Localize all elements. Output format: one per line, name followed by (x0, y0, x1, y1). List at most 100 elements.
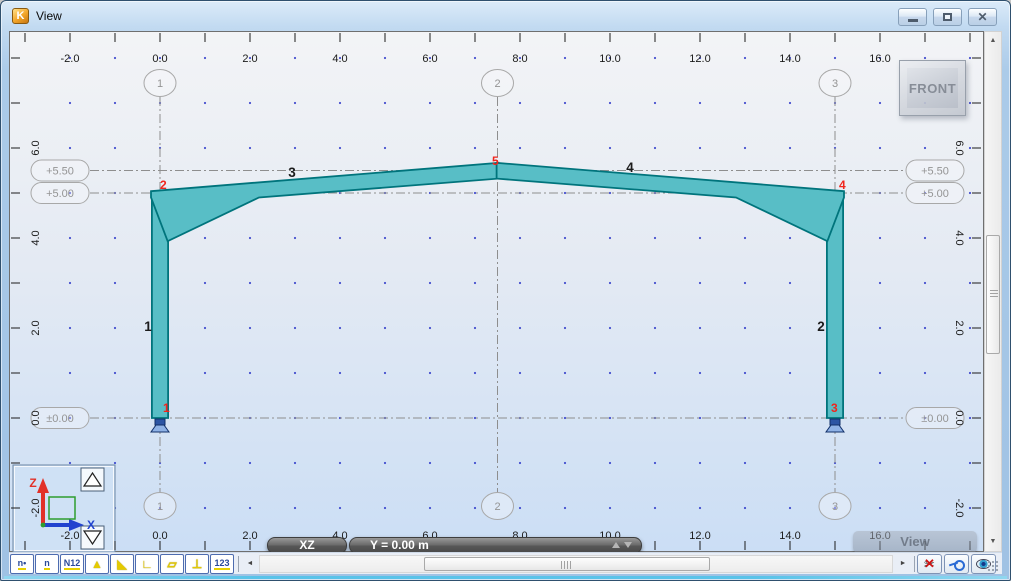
vertical-scrollbar[interactable]: ▲ ▼ (984, 31, 1002, 552)
level-bubble[interactable] (905, 159, 965, 182)
y-coordinate-label: Y = 0.00 m (370, 538, 429, 552)
grid-dot (563, 461, 567, 465)
close-button[interactable]: ✕ (968, 8, 997, 26)
close-icon: ✕ (977, 10, 988, 24)
grid-dot (68, 236, 72, 240)
axis-bubble[interactable] (818, 69, 852, 97)
grid-dot (428, 326, 432, 330)
support-cap-icon (154, 418, 166, 426)
grid-dot (518, 326, 522, 330)
toggle-member-hinges[interactable]: ∟ (135, 554, 159, 574)
grid-dot (428, 236, 432, 240)
member-4[interactable] (495, 161, 845, 243)
grid-dot (563, 56, 567, 60)
axis-bubble-label: 1 (157, 501, 163, 513)
scroll-down-button[interactable]: ▼ (989, 538, 997, 545)
grid-dot (293, 326, 297, 330)
ruler-label-left: 0.0 (30, 410, 42, 425)
grid-dot (68, 461, 72, 465)
grid-dot (158, 56, 162, 60)
drawing-canvas[interactable]: 1 1 2 2 3 3 +5.50 +5.50 +5.00 +5.00 ±0.00 ±0.00 1 2 3 4… (9, 31, 984, 554)
restore-icon (943, 13, 952, 21)
axis-bubble[interactable] (818, 492, 852, 520)
grid-dot (878, 146, 882, 150)
grid-dot (428, 506, 432, 510)
grid-dot (203, 236, 207, 240)
minimize-button[interactable] (898, 8, 927, 26)
grid-dot (293, 371, 297, 375)
axis-bubble-label: 1 (157, 78, 163, 90)
grid-dot (248, 146, 252, 150)
level-bubble-label: +5.50 (46, 166, 74, 178)
grid-dot (383, 461, 387, 465)
toggle-member-axes-icon: ◣ (117, 557, 127, 571)
level-bubble[interactable] (905, 407, 965, 429)
toggle-surfaces[interactable]: ▱ (160, 554, 184, 574)
toggle-supports[interactable]: ▲ (85, 554, 109, 574)
grid-dot (878, 281, 882, 285)
axis-bubble-label: 2 (494, 78, 500, 90)
level-bubble[interactable] (30, 159, 90, 182)
node-label: 2 (160, 178, 167, 192)
vertical-scroll-thumb[interactable] (986, 235, 1000, 354)
scene-svg: 1 1 2 2 3 3 +5.50 +5.50 +5.00 +5.00 ±0.00 ±0.00 1 2 3 4… (9, 31, 984, 552)
ruler-label-top: 4.0 (332, 53, 347, 65)
visibility-clip-tool[interactable] (944, 554, 969, 574)
grid-dot (788, 236, 792, 240)
grid-dot (473, 506, 477, 510)
y-coordinate-control[interactable]: Y = 0.00 m (349, 537, 642, 554)
level-bubble[interactable] (905, 182, 965, 204)
grid-dot (923, 416, 927, 420)
titlebar[interactable]: K View ✕ (1, 1, 1010, 31)
scroll-left-button[interactable]: ◄ (246, 560, 254, 567)
ruler-label-top: 14.0 (779, 53, 800, 65)
support-icon[interactable] (825, 424, 845, 433)
toggle-node-numbers[interactable]: n (35, 554, 59, 574)
view-cube-front-button[interactable]: FRONT (899, 60, 966, 116)
axis-bubble[interactable] (481, 492, 514, 520)
horizontal-scroll-thumb[interactable] (424, 557, 710, 571)
grid-dot (428, 56, 432, 60)
grid-dot (608, 101, 612, 105)
axis-bubble[interactable] (143, 69, 177, 97)
toggle-dimensions[interactable]: ⊥ (185, 554, 209, 574)
grid-dot (158, 506, 162, 510)
ruler-label-right: 6.0 (953, 140, 965, 155)
up-triangle-icon (82, 471, 103, 487)
support-cap-icon (829, 418, 841, 426)
ruler-label-bottom: 14.0 (779, 530, 800, 542)
spinner-down-icon[interactable] (624, 542, 632, 548)
y-coordinate-spinner[interactable] (612, 542, 632, 548)
horizontal-scrollbar[interactable] (259, 555, 893, 573)
level-bubble[interactable] (30, 407, 90, 429)
support-icon[interactable] (150, 424, 170, 433)
grid-dot (248, 326, 252, 330)
toggle-numbering[interactable]: 123 (210, 554, 234, 574)
restore-button[interactable] (933, 8, 962, 26)
ruler-label-left: 2.0 (30, 320, 42, 335)
grid-dot (968, 506, 972, 510)
grid-dot (113, 281, 117, 285)
axis-bubble[interactable] (143, 492, 177, 520)
grid-dot (248, 281, 252, 285)
grid-dot (338, 281, 342, 285)
spinner-up-icon[interactable] (612, 542, 620, 548)
grid-dot (788, 281, 792, 285)
scroll-up-button[interactable]: ▲ (989, 37, 997, 44)
level-bubble[interactable] (30, 182, 90, 204)
grid-dot (473, 326, 477, 330)
grid-dot (248, 506, 252, 510)
toggle-member-numbers[interactable]: N12 (60, 554, 84, 574)
grid-dot (473, 56, 477, 60)
clip-scissors-disabled[interactable]: ✂ ✕ (917, 554, 942, 574)
toggle-node-symbols[interactable]: n• (10, 554, 34, 574)
resize-grip[interactable] (987, 560, 1000, 572)
axis-bubble[interactable] (481, 69, 514, 97)
grid-dot (923, 56, 927, 60)
toggle-member-axes[interactable]: ◣ (110, 554, 134, 574)
grid-dot (878, 371, 882, 375)
grid-dot (518, 371, 522, 375)
grid-dot (878, 101, 882, 105)
scroll-right-button[interactable]: ► (899, 560, 907, 567)
rulers: -2.0 0.0 2.0 4.0 6.0 8.0 10.0 12.0 14.0 16.0-2.0 0… (11, 33, 981, 550)
